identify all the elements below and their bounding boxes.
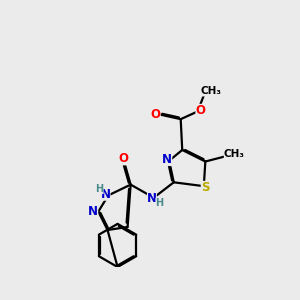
Text: N: N (88, 205, 98, 218)
Text: O: O (118, 152, 128, 165)
Text: CH₃: CH₃ (201, 86, 222, 96)
Text: N: N (100, 188, 110, 201)
Text: H: H (95, 184, 104, 194)
Text: H: H (155, 198, 164, 208)
Text: N: N (162, 153, 172, 166)
Text: O: O (151, 108, 161, 121)
Text: O: O (195, 104, 206, 117)
Text: N: N (147, 192, 157, 206)
Text: CH₃: CH₃ (224, 149, 245, 159)
Text: S: S (201, 181, 209, 194)
